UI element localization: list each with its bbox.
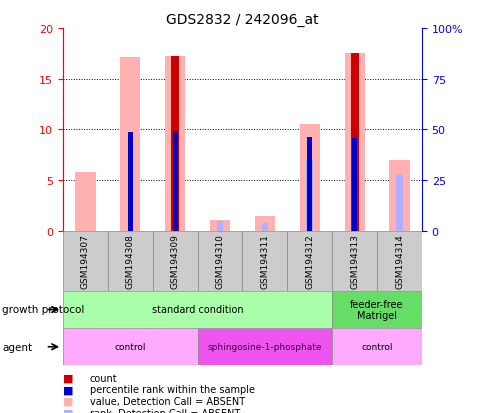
Bar	[351, 138, 357, 231]
Bar	[107, 231, 152, 291]
Text: standard condition: standard condition	[151, 305, 243, 315]
Bar	[254, 216, 274, 231]
Text: feeder-free
Matrigel: feeder-free Matrigel	[349, 299, 403, 320]
Text: GSM194310: GSM194310	[215, 234, 224, 289]
Text: agent: agent	[2, 342, 32, 352]
Text: ■: ■	[63, 385, 74, 394]
Bar	[306, 137, 312, 231]
Bar	[210, 220, 230, 231]
Bar	[172, 132, 178, 231]
Bar	[332, 231, 376, 291]
Text: control: control	[114, 342, 146, 351]
Text: growth protocol: growth protocol	[2, 305, 85, 315]
Bar	[332, 328, 421, 366]
Text: sphingosine-1-phosphate: sphingosine-1-phosphate	[207, 342, 321, 351]
Text: control: control	[361, 342, 392, 351]
Bar	[376, 231, 421, 291]
Bar	[197, 328, 332, 366]
Text: percentile rank within the sample: percentile rank within the sample	[90, 385, 254, 394]
Bar	[152, 231, 197, 291]
Bar	[127, 133, 133, 231]
Bar	[389, 161, 409, 231]
Bar	[171, 57, 179, 231]
Title: GDS2832 / 242096_at: GDS2832 / 242096_at	[166, 12, 318, 26]
Text: ■: ■	[63, 373, 74, 383]
Bar	[120, 58, 140, 231]
Text: GSM194312: GSM194312	[304, 234, 314, 289]
Bar	[287, 231, 332, 291]
Text: GSM194314: GSM194314	[394, 234, 403, 289]
Bar	[261, 223, 268, 231]
Bar	[63, 231, 107, 291]
Text: value, Detection Call = ABSENT: value, Detection Call = ABSENT	[90, 396, 244, 406]
Text: ■: ■	[63, 408, 74, 413]
Bar	[350, 54, 358, 231]
Bar	[63, 328, 197, 366]
Text: GSM194313: GSM194313	[349, 234, 359, 289]
Text: GSM194309: GSM194309	[170, 234, 180, 289]
Text: GSM194308: GSM194308	[125, 234, 135, 289]
Bar	[165, 57, 185, 231]
Text: GSM194307: GSM194307	[81, 234, 90, 289]
Text: GSM194311: GSM194311	[260, 234, 269, 289]
Text: ■: ■	[63, 396, 74, 406]
Bar	[197, 231, 242, 291]
Bar	[242, 231, 287, 291]
Text: rank, Detection Call = ABSENT: rank, Detection Call = ABSENT	[90, 408, 240, 413]
Bar	[63, 291, 332, 328]
Bar	[216, 221, 223, 231]
Bar	[395, 176, 402, 231]
Text: count: count	[90, 373, 117, 383]
Bar	[75, 173, 95, 231]
Bar	[299, 125, 319, 231]
Bar	[332, 291, 421, 328]
Bar	[344, 54, 364, 231]
Bar	[306, 161, 313, 231]
